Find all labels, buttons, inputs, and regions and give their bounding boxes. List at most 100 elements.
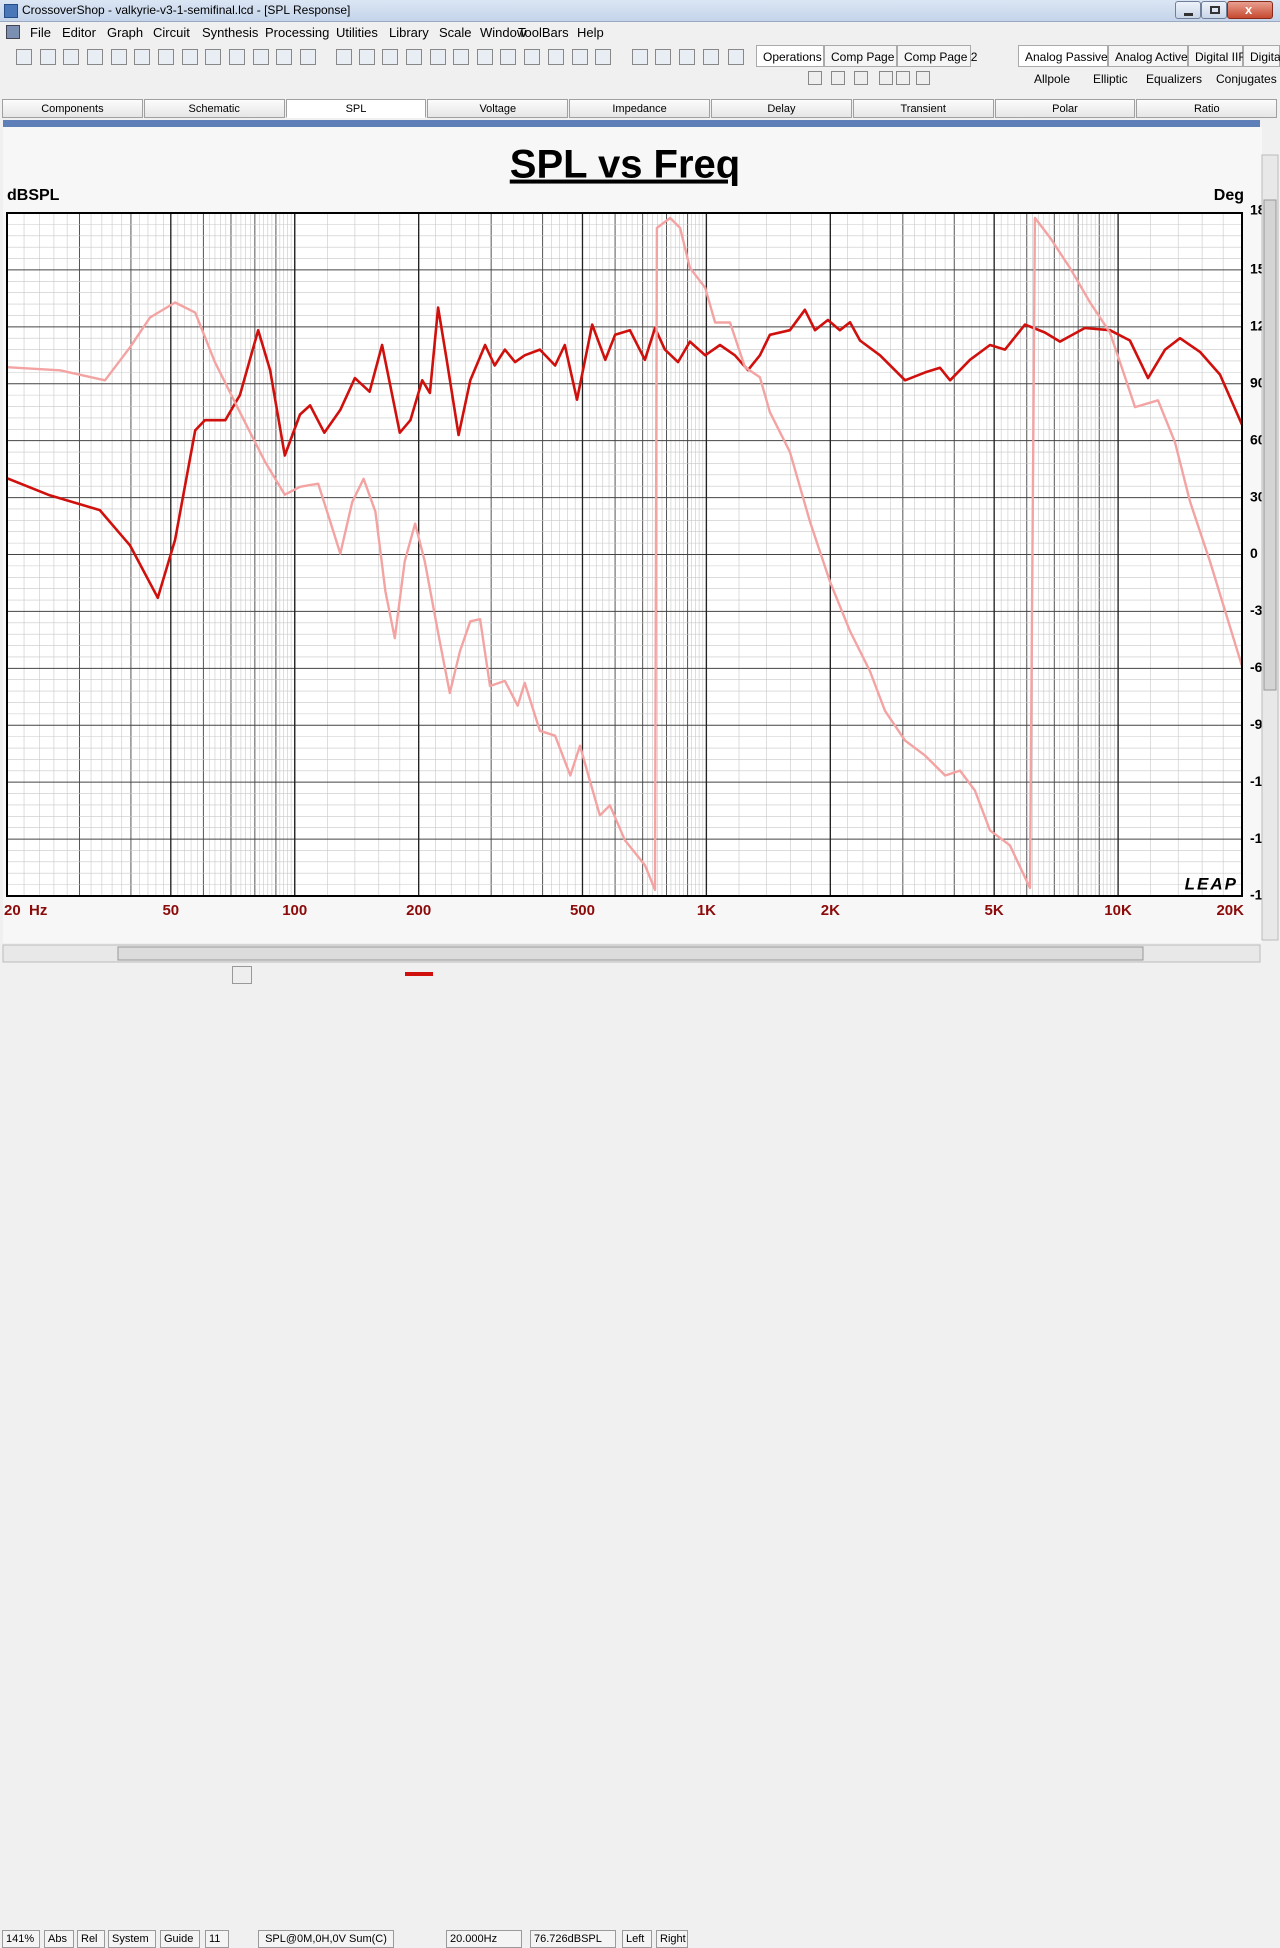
maximize-button[interactable]	[1201, 1, 1227, 19]
toolbar-button[interactable]	[359, 49, 375, 65]
status-field[interactable]: Abs	[44, 1930, 74, 1948]
toolbar-button[interactable]	[679, 49, 695, 65]
menu-item[interactable]: Graph	[107, 25, 144, 40]
toolbar-button[interactable]	[632, 49, 648, 65]
filter-button[interactable]: Allpole	[1034, 72, 1071, 86]
x-tick-label: 1K	[697, 902, 716, 919]
menu-item[interactable]: ToolBars	[518, 25, 569, 40]
menu-item[interactable]: Circuit	[153, 25, 190, 40]
horizontal-scroll-thumb[interactable]	[117, 946, 1144, 961]
toolbar-button[interactable]	[111, 49, 127, 65]
synthesis-tab[interactable]: Analog Active	[1108, 45, 1188, 67]
filter-button[interactable]: Conjugates	[1216, 72, 1277, 86]
view-tab[interactable]: Voltage	[427, 99, 569, 118]
menu-item[interactable]: Scale	[439, 25, 472, 40]
toolbar-button[interactable]	[831, 71, 845, 85]
toolbar-button[interactable]	[703, 49, 719, 65]
doc-icon[interactable]	[6, 25, 20, 39]
page-tab[interactable]: Operations	[756, 45, 824, 67]
filter-button[interactable]: Equalizers	[1146, 72, 1203, 86]
toolbar-button[interactable]	[229, 49, 245, 65]
logo: LEAP	[1185, 874, 1238, 893]
toolbar-button[interactable]	[382, 49, 398, 65]
synthesis-tab[interactable]: Digital	[1243, 45, 1280, 67]
menu-item[interactable]: Processing	[265, 25, 330, 40]
status-field[interactable]: Rel	[77, 1930, 105, 1948]
y-axis-label: dBSPL	[7, 187, 60, 204]
menu-item[interactable]: Utilities	[336, 25, 378, 40]
menu-bar: File Editor Graph Circuit Synthesis Processin…	[0, 22, 1280, 42]
app-icon	[4, 4, 18, 18]
menu-item[interactable]: Library	[389, 25, 429, 40]
status-field[interactable]: 141%	[2, 1930, 40, 1948]
toolbar-button[interactable]	[524, 49, 540, 65]
toolbar-button[interactable]	[134, 49, 150, 65]
toolbar-button[interactable]	[655, 49, 671, 65]
toolbar-button[interactable]	[879, 71, 893, 85]
toolbar-button[interactable]	[16, 49, 32, 65]
view-tab[interactable]: SPL	[285, 99, 427, 118]
toolbar-button[interactable]	[728, 49, 744, 65]
menu-item[interactable]: Window	[480, 25, 527, 40]
toolbar-button[interactable]	[500, 49, 516, 65]
view-tab[interactable]: Delay	[711, 99, 852, 118]
toolbar-button[interactable]	[87, 49, 103, 65]
view-tab[interactable]: Components	[2, 99, 143, 118]
series-line	[7, 216, 1242, 892]
spinner[interactable]	[232, 966, 252, 984]
toolbar-button[interactable]	[430, 49, 446, 65]
toolbar-button[interactable]	[276, 49, 292, 65]
toolbar-button[interactable]	[548, 49, 564, 65]
view-tab[interactable]: Polar	[994, 99, 1136, 118]
synthesis-tab[interactable]: Digital IIR	[1188, 45, 1247, 67]
status-field[interactable]: Guide	[160, 1930, 200, 1948]
menu-item[interactable]: Editor	[62, 25, 96, 40]
toolbar-button[interactable]	[916, 71, 930, 85]
status-field[interactable]: Left	[622, 1930, 652, 1948]
x-tick-label: 10K	[1104, 902, 1132, 919]
status-field[interactable]: Right	[656, 1930, 688, 1948]
menu-item[interactable]: Synthesis	[202, 25, 259, 40]
page-tab[interactable]: Comp Page 2	[897, 45, 977, 67]
toolbar-button[interactable]	[595, 49, 611, 65]
view-tab[interactable]: Impedance	[569, 99, 710, 118]
synthesis-tab[interactable]: Analog Passive	[1018, 45, 1108, 67]
menu-item[interactable]: Help	[577, 25, 604, 40]
toolbar-button[interactable]	[336, 49, 352, 65]
toolbar-button[interactable]	[300, 49, 316, 65]
vertical-scroll-thumb[interactable]	[1263, 199, 1277, 691]
toolbar-button[interactable]	[896, 71, 910, 85]
x-tick-label: 50	[162, 902, 179, 919]
toolbar-button[interactable]	[205, 49, 221, 65]
x-tick-label: 200	[406, 902, 431, 919]
view-tab[interactable]: Transient	[852, 99, 994, 118]
status-field[interactable]: System	[108, 1930, 156, 1948]
view-tab[interactable]: Ratio	[1136, 99, 1278, 118]
toolbar-button[interactable]	[253, 49, 269, 65]
y2-tick-label: -180	[1250, 887, 1278, 903]
page-tab[interactable]: Comp Page 1	[824, 45, 904, 67]
series-line	[7, 306, 1242, 600]
toolbar-button[interactable]	[158, 49, 174, 65]
plot-frame	[6, 212, 1243, 897]
toolbar-button[interactable]	[854, 71, 868, 85]
toolbar-button[interactable]	[572, 49, 588, 65]
y2-tick-label: 120	[1250, 318, 1274, 334]
status-field: 20.000Hz	[446, 1930, 522, 1948]
status-field[interactable]: 11	[205, 1930, 229, 1948]
minimize-button[interactable]	[1175, 1, 1201, 19]
close-button[interactable]: x	[1227, 1, 1273, 19]
toolbar-button[interactable]	[453, 49, 469, 65]
x-tick-label: 500	[570, 902, 595, 919]
toolbar-button[interactable]	[63, 49, 79, 65]
toolbar-button[interactable]	[406, 49, 422, 65]
toolbar-button[interactable]	[40, 49, 56, 65]
filter-button[interactable]: Elliptic	[1093, 72, 1128, 86]
chart-title: SPL vs Freq	[510, 143, 740, 187]
menu-item[interactable]: File	[30, 25, 51, 40]
toolbar-button[interactable]	[182, 49, 198, 65]
view-tab[interactable]: Schematic	[143, 99, 285, 118]
toolbar-button[interactable]	[808, 71, 822, 85]
toolbar-button[interactable]	[477, 49, 493, 65]
title-bar: CrossoverShop - valkyrie-v3-1-semifinal.…	[0, 0, 1280, 22]
